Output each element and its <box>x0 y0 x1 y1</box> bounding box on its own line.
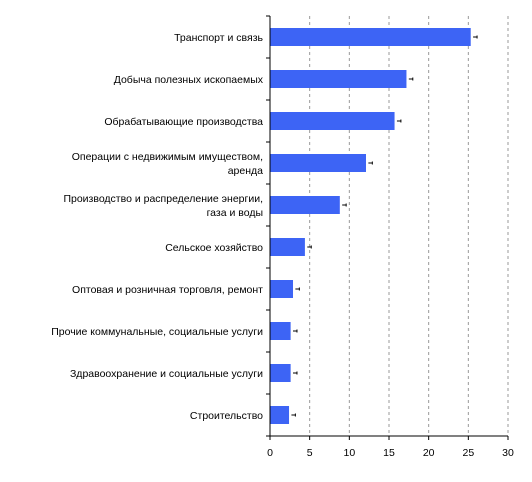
bar-7 <box>270 322 291 340</box>
x-tick-label-1: 5 <box>307 447 313 459</box>
bar-6 <box>270 280 294 298</box>
bar-1 <box>270 70 407 88</box>
x-tick-label-5: 25 <box>462 447 474 459</box>
category-label-line: Транспорт и связь <box>174 32 263 44</box>
category-labels: Транспорт и связь Добыча полезных ископае… <box>51 32 264 422</box>
x-tick-label-0: 0 <box>267 447 273 459</box>
category-label-9: Строительство <box>190 410 263 422</box>
category-label-4: Производство и распределение энергии, газ… <box>63 193 263 219</box>
category-label-line: аренда <box>228 165 263 177</box>
category-label-1: Добыча полезных ископаемых <box>114 74 264 86</box>
category-label-line: Здравоохранение и социальные услуги <box>70 368 263 380</box>
category-label-line: Обрабатывающие производства <box>104 116 263 128</box>
x-tick-label-4: 20 <box>423 447 435 459</box>
category-label-line: Сельское хозяйство <box>165 242 263 254</box>
category-label-3: Операции с недвижимым имуществом, аренда <box>72 151 263 177</box>
category-label-2: Обрабатывающие производства <box>104 116 263 128</box>
x-tick-label-3: 15 <box>383 447 395 459</box>
axes <box>266 15 509 440</box>
category-label-line: газа и воды <box>207 207 263 219</box>
bar-2 <box>270 112 395 130</box>
category-label-8: Здравоохранение и социальные услуги <box>70 368 263 380</box>
grid-lines <box>309 16 509 436</box>
category-label-7: Прочие коммунальные, социальные услуги <box>51 326 263 338</box>
category-label-line: Операции с недвижимым имуществом, <box>72 151 263 163</box>
category-label-line: Добыча полезных ископаемых <box>114 74 264 86</box>
bar-8 <box>270 364 291 382</box>
category-label-line: Производство и распределение энергии, <box>63 193 263 205</box>
bar-9 <box>270 406 290 424</box>
bar-4 <box>270 196 340 214</box>
category-label-line: Строительство <box>190 410 263 422</box>
bar-0 <box>270 28 471 46</box>
bars <box>270 28 471 424</box>
x-tick-label-6: 30 <box>502 447 514 459</box>
bar-3 <box>270 154 366 172</box>
bar-5 <box>270 238 305 256</box>
x-tick-labels: 0 5 10 15 20 25 30 <box>267 447 514 459</box>
category-label-5: Сельское хозяйство <box>165 242 263 254</box>
category-label-6: Оптовая и розничная торговля, ремонт <box>72 284 263 296</box>
category-label-line: Прочие коммунальные, социальные услуги <box>51 326 263 338</box>
category-label-line: Оптовая и розничная торговля, ремонт <box>72 284 263 296</box>
x-tick-label-2: 10 <box>343 447 355 459</box>
category-label-0: Транспорт и связь <box>174 32 263 44</box>
error-bars <box>291 35 478 417</box>
